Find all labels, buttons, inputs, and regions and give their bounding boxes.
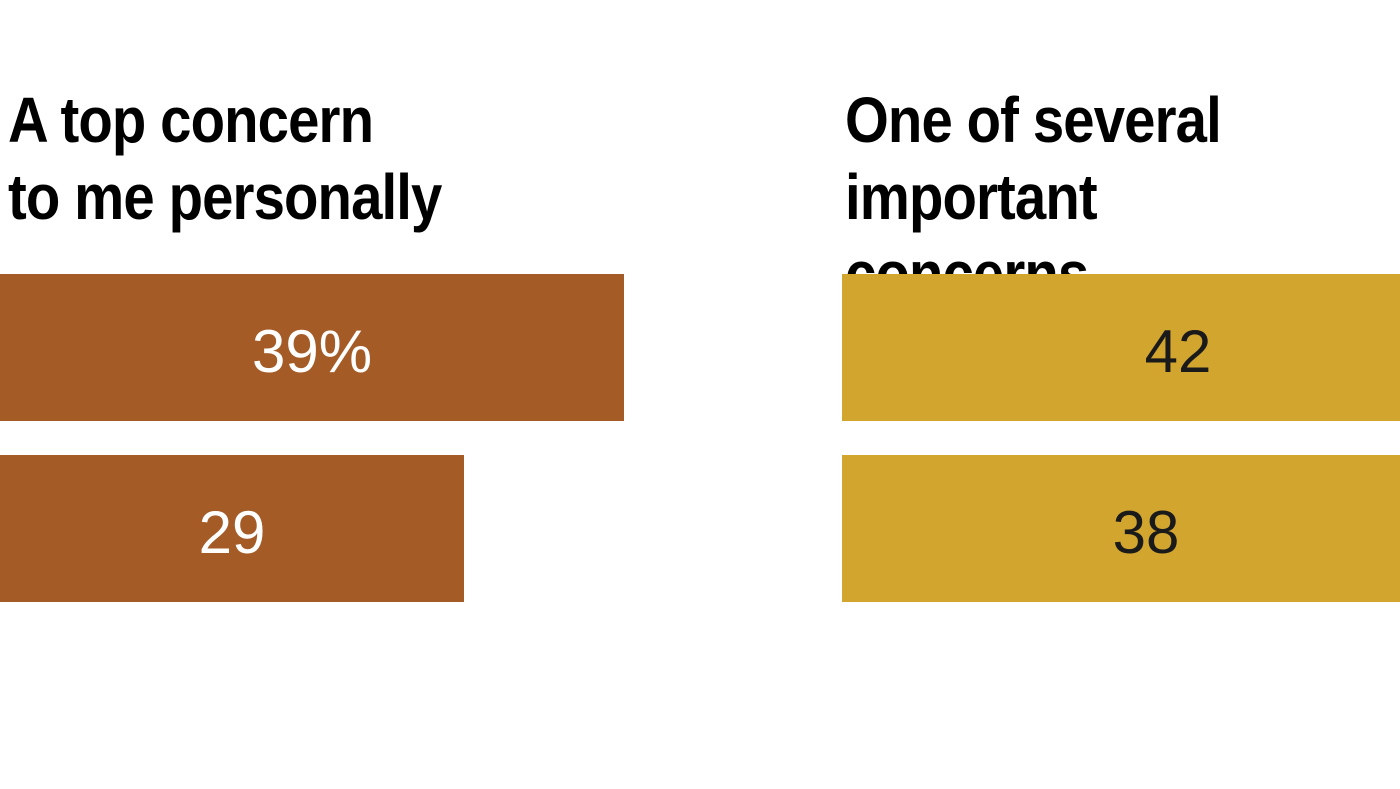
bar-value-label: 39% [251, 318, 373, 385]
right-column-clip-region: 42 38 [842, 0, 1400, 789]
bar-several-concerns-row2: 38 [842, 455, 1400, 602]
bar-value-label: 29 [198, 499, 266, 566]
bar-top-concern-row1: 39% [0, 274, 624, 421]
bar-value-label: 38 [1112, 499, 1180, 566]
bar-value-label: 42 [1144, 318, 1212, 385]
bar-top-concern-row2: 29 [0, 455, 464, 602]
left-column-heading: A top concern to me personally [8, 84, 442, 233]
bar-several-concerns-row1: 42 [842, 274, 1400, 421]
